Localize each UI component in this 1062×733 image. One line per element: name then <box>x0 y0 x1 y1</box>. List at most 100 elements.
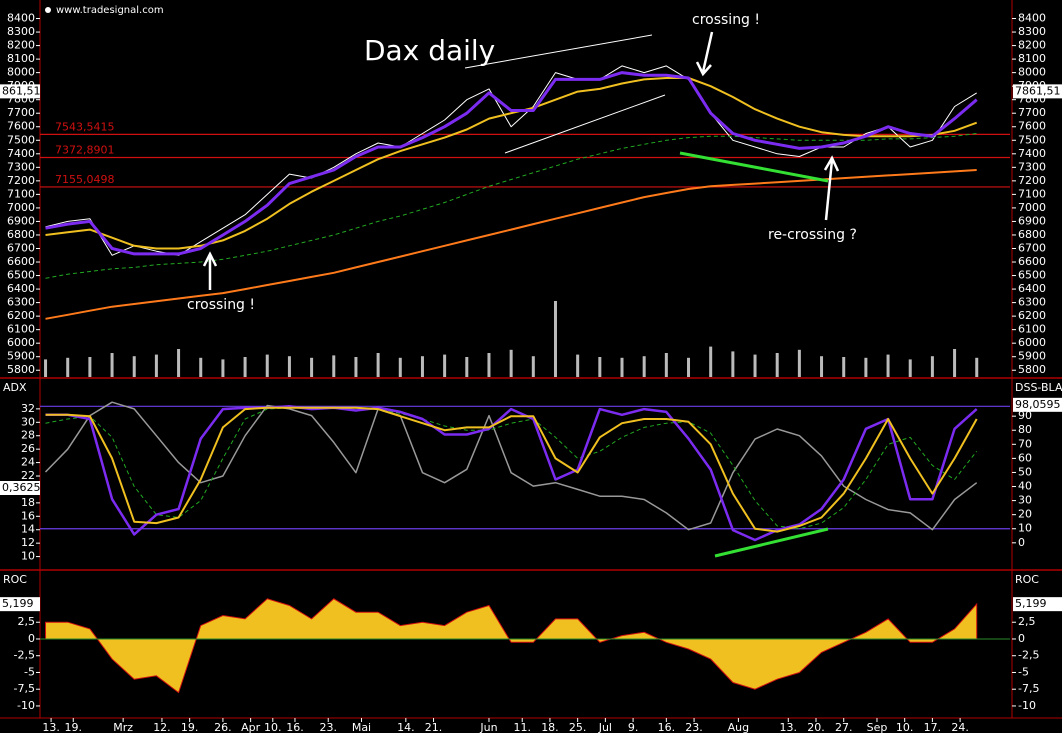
volume-bar <box>797 349 801 377</box>
y-tick-label: -5 <box>1018 665 1029 678</box>
volume-bar <box>531 356 535 377</box>
volume-bar <box>287 356 291 377</box>
volume-bar <box>443 354 447 377</box>
annotations: www.tradesignal.com Dax daily crossing !… <box>0 5 1062 586</box>
trend-line <box>504 94 666 154</box>
y-tick-label: 6800 <box>1018 228 1046 241</box>
y-tick-label: 16 <box>21 509 35 522</box>
chart-title: Dax daily <box>364 34 495 67</box>
y-tick-label: 6400 <box>1018 282 1046 295</box>
y2-tick-label: 90 <box>1018 409 1032 422</box>
value-box-label: 5,199 <box>1015 597 1047 610</box>
volume-bar <box>110 353 114 377</box>
y-tick-label: 8300 <box>1018 25 1046 38</box>
y-tick-label: 32 <box>21 402 35 415</box>
divergence-line <box>714 527 829 558</box>
value-box-label: 861,51 <box>2 84 41 97</box>
volume-bar <box>509 349 513 377</box>
y-tick-label: 6300 <box>1018 296 1046 309</box>
volume-bar <box>420 356 424 377</box>
y-tick-label: 26 <box>21 442 35 455</box>
panel-label: DSS-BLA <box>1015 381 1062 394</box>
y-tick-label: 6700 <box>7 241 35 254</box>
y-tick-label: 6400 <box>7 282 35 295</box>
y-tick-label: 8000 <box>1018 66 1046 79</box>
x-tick-label: 18. <box>541 721 559 733</box>
x-tick-label: 25. <box>569 721 587 733</box>
y-tick-label: 22 <box>21 469 35 482</box>
x-tick-label: 14. <box>397 721 415 733</box>
y-tick-label: 6200 <box>1018 309 1046 322</box>
y2-tick-label: 70 <box>1018 437 1032 450</box>
x-tick-label: 12. <box>153 721 171 733</box>
y-tick-label: 6900 <box>7 214 35 227</box>
value-box <box>0 597 40 612</box>
volume-bar <box>576 354 580 377</box>
y-tick-label: 7000 <box>7 201 35 214</box>
value-box <box>1013 597 1062 612</box>
y-tick-label: 8200 <box>1018 39 1046 52</box>
arrow <box>823 155 840 221</box>
volume-bar <box>354 357 358 377</box>
arrow <box>695 31 714 77</box>
y-tick-label: -2,5 <box>1018 649 1039 662</box>
x-tick-label: 13. <box>42 721 60 733</box>
x-tick-label: Apr <box>241 721 261 733</box>
y-tick-label: 5800 <box>1018 363 1046 376</box>
y-tick-label: 6500 <box>1018 269 1046 282</box>
y2-tick-label: 30 <box>1018 494 1032 507</box>
series-line <box>45 133 977 279</box>
y-tick-label: 6600 <box>1018 255 1046 268</box>
volume-bar <box>265 354 269 377</box>
y2-tick-label: 0 <box>1018 536 1025 549</box>
y2-tick-label: 20 <box>1018 508 1032 521</box>
x-tick-label: 27. <box>835 721 853 733</box>
volume-bar <box>199 357 203 377</box>
x-tick-label: 17. <box>924 721 942 733</box>
source: www.tradesignal.com <box>56 5 164 16</box>
volume-bar <box>731 351 735 377</box>
volume-bar <box>553 301 557 377</box>
y-tick-label: -10 <box>17 699 35 712</box>
panel-label: ROC <box>3 573 27 586</box>
volume-bar <box>243 357 247 377</box>
series-line <box>45 77 978 250</box>
series-line <box>44 401 978 531</box>
y-tick-label: 7100 <box>1018 187 1046 200</box>
annotation: crossing ! <box>692 12 760 28</box>
y2-tick-label: 80 <box>1018 423 1032 436</box>
y-tick-label: 24 <box>21 456 35 469</box>
volume-bar <box>332 355 336 377</box>
roc-area <box>44 598 978 694</box>
x-tick-label: 24. <box>951 721 969 733</box>
y-tick-label: 8400 <box>1018 12 1046 25</box>
y-tick-label: 18 <box>21 496 35 509</box>
x-tick-label: Jun <box>479 721 497 733</box>
logo-dot <box>45 7 51 13</box>
volume-bar <box>842 357 846 377</box>
x-tick-label: 16. <box>286 721 304 733</box>
annotation: re-crossing ? <box>768 227 857 243</box>
volume-bar <box>487 353 491 377</box>
trend-line <box>464 34 653 69</box>
y-tick-label: 2,5 <box>1018 615 1036 628</box>
y-tick-label: 6200 <box>7 309 35 322</box>
volume-bar <box>398 357 402 377</box>
volume-bar <box>687 357 691 377</box>
y-tick-label: 7600 <box>7 120 35 133</box>
y-tick-label: 6000 <box>1018 336 1046 349</box>
x-tick-label: Sep <box>867 721 888 733</box>
volume-bar <box>221 359 225 377</box>
panel-label: ADX <box>3 381 27 394</box>
volume-bar <box>154 354 158 377</box>
y-tick-label: 28 <box>21 429 35 442</box>
x-tick-label: 26. <box>214 721 232 733</box>
y-tick-label: 7400 <box>1018 147 1046 160</box>
x-tick-label: Mrz <box>113 721 133 733</box>
x-tick-label: 23. <box>319 721 337 733</box>
x-tick-label: Jul <box>598 721 612 733</box>
y-tick-label: 8200 <box>7 39 35 52</box>
value-box <box>0 481 40 495</box>
annotation: crossing ! <box>187 297 255 313</box>
